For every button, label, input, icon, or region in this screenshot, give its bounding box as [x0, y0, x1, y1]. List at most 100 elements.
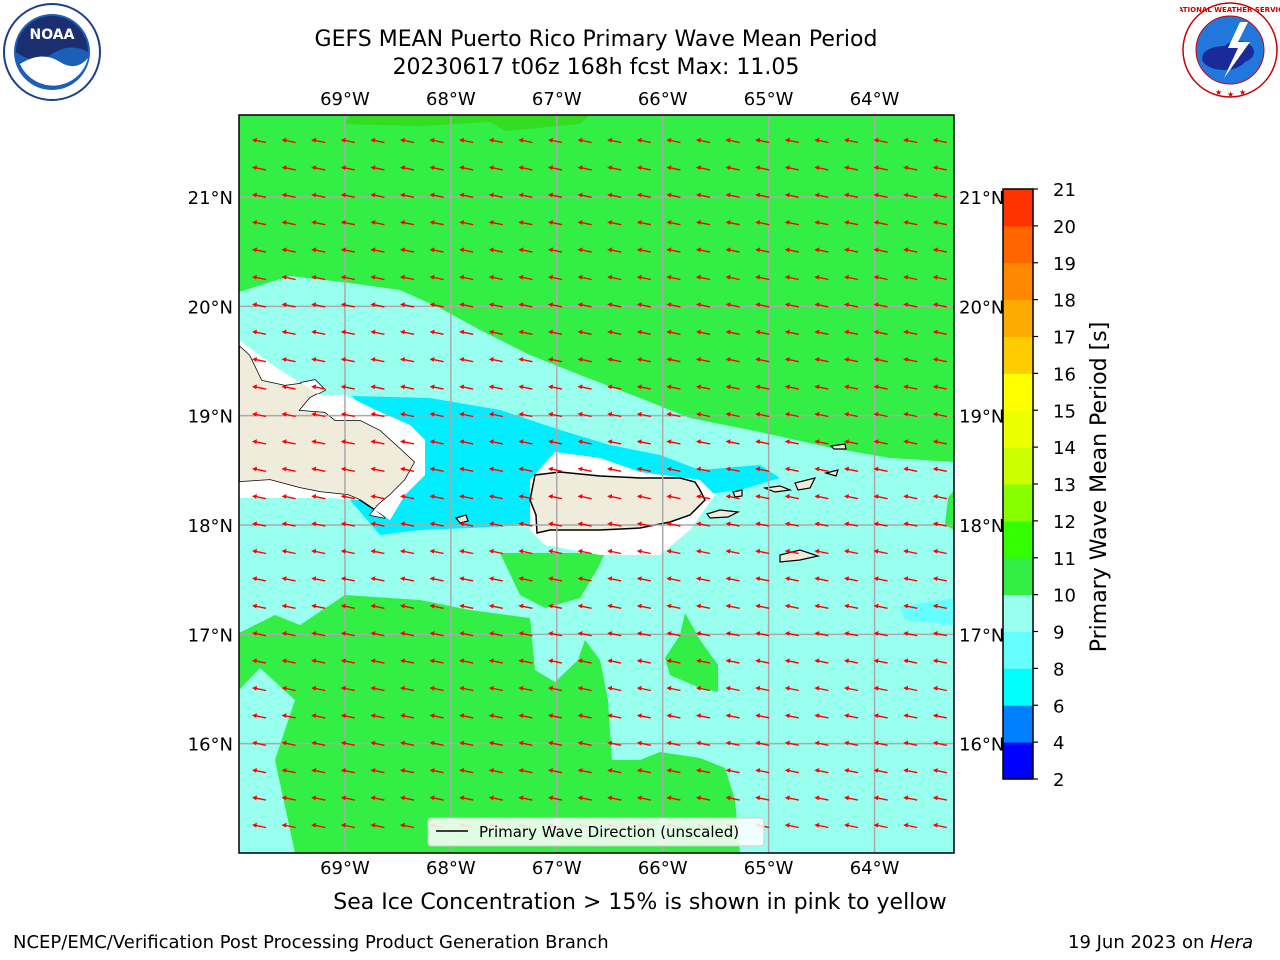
- wave-arrow: [932, 822, 947, 829]
- wave-arrow: [429, 384, 444, 390]
- wave-arrow: [577, 384, 592, 390]
- wave-arrow: [311, 494, 326, 500]
- colorbar-swatch: [1003, 447, 1033, 485]
- wave-arrow: [488, 329, 503, 335]
- wave-arrow: [488, 384, 503, 390]
- wave-arrow: [784, 494, 799, 500]
- wave-arrow: [814, 521, 829, 527]
- wave-arrow: [814, 411, 829, 418]
- wave-arrow: [370, 795, 385, 801]
- wave-arrow: [666, 603, 681, 609]
- wave-arrow: [577, 192, 592, 198]
- wave-arrow: [696, 466, 711, 472]
- wave-arrow: [636, 631, 651, 637]
- wave-arrow: [548, 466, 563, 472]
- sea-ice-note: Sea Ice Concentration > 15% is shown in …: [333, 890, 947, 915]
- wave-arrow: [844, 357, 859, 363]
- noaa-logo: NOAA: [3, 3, 101, 101]
- wave-arrow: [340, 631, 355, 637]
- wave-arrow: [340, 165, 355, 171]
- wave-arrow: [696, 165, 711, 171]
- wave-arrow: [281, 795, 296, 801]
- wave-arrow: [459, 548, 474, 555]
- wave-arrow: [784, 631, 799, 637]
- wave-arrow: [873, 548, 888, 555]
- colorbar-swatch: [1003, 336, 1033, 374]
- wave-arrow: [844, 247, 859, 253]
- wave-arrow: [252, 494, 267, 500]
- wave-arrow: [252, 603, 267, 609]
- wave-arrow: [459, 466, 474, 472]
- wave-arrow: [607, 740, 622, 746]
- wave-arrow: [607, 329, 622, 335]
- wave-arrow: [666, 740, 681, 746]
- wave-arrow: [518, 329, 533, 335]
- wave-arrow: [281, 247, 296, 253]
- wave-arrow: [400, 685, 415, 692]
- wave-arrow: [725, 740, 740, 746]
- wave-arrow: [784, 740, 799, 746]
- wave-arrow: [932, 740, 947, 746]
- lat-tick-label-right: 17°N: [959, 625, 1004, 646]
- island-anegada: [829, 443, 847, 450]
- wave-arrow: [903, 357, 918, 363]
- wave-arrow: [636, 740, 651, 746]
- wave-arrow: [370, 685, 385, 692]
- wave-arrow: [696, 795, 711, 801]
- wave-arrow: [814, 247, 829, 253]
- wave-arrow: [696, 384, 711, 390]
- wave-arrow: [755, 357, 770, 363]
- wave-arrow: [607, 384, 622, 390]
- lon-tick-label-bottom: 65°W: [744, 858, 794, 879]
- wave-arrow: [636, 220, 651, 226]
- wave-arrow: [666, 466, 681, 472]
- wave-arrow: [636, 521, 651, 527]
- wave-arrow: [429, 494, 444, 500]
- wave-arrow: [400, 740, 415, 746]
- wave-arrow: [370, 247, 385, 253]
- wave-arrow: [755, 795, 770, 801]
- wave-arrow: [844, 329, 859, 335]
- wave-arrow: [873, 631, 888, 637]
- wave-arrow: [873, 137, 888, 144]
- wave-arrow: [252, 576, 267, 582]
- wave-arrow: [429, 576, 444, 582]
- wave-arrow: [518, 795, 533, 801]
- chart-subtitle: 20230617 t06z 168h fcst Max: 11.05: [392, 55, 800, 80]
- wave-arrow: [814, 357, 829, 363]
- wave-arrow: [873, 165, 888, 171]
- wave-arrow: [696, 768, 711, 774]
- wave-arrow: [488, 192, 503, 198]
- wave-arrow: [548, 494, 563, 500]
- wave-arrow: [429, 411, 444, 418]
- wave-arrow: [666, 494, 681, 500]
- wave-arrow: [666, 658, 681, 664]
- wave-arrow: [370, 220, 385, 226]
- wave-arrow: [636, 576, 651, 582]
- wave-arrow: [784, 411, 799, 418]
- wave-arrow: [903, 631, 918, 637]
- colorbar-tick-label: 20: [1053, 217, 1076, 238]
- wave-arrow: [518, 603, 533, 609]
- wave-arrow: [636, 768, 651, 774]
- wave-arrow: [548, 576, 563, 582]
- wave-arrow: [548, 329, 563, 335]
- wave-arrow: [370, 137, 385, 144]
- wave-arrow: [844, 384, 859, 390]
- wave-arrow: [488, 713, 503, 719]
- wave-arrow: [903, 466, 918, 472]
- wave-arrow: [844, 165, 859, 171]
- lon-tick-label-top: 64°W: [850, 89, 900, 110]
- wave-arrow: [932, 411, 947, 418]
- wave-arrow: [784, 603, 799, 609]
- wave-arrow: [370, 658, 385, 664]
- wave-arrow: [784, 165, 799, 171]
- wave-arrow: [281, 631, 296, 637]
- wave-arrow: [784, 521, 799, 527]
- wave-arrow: [873, 302, 888, 308]
- wave-arrow: [340, 603, 355, 609]
- wave-arrow: [400, 603, 415, 609]
- wave-arrow: [814, 822, 829, 829]
- wave-arrow: [429, 357, 444, 363]
- lat-lon-grid: [239, 115, 954, 853]
